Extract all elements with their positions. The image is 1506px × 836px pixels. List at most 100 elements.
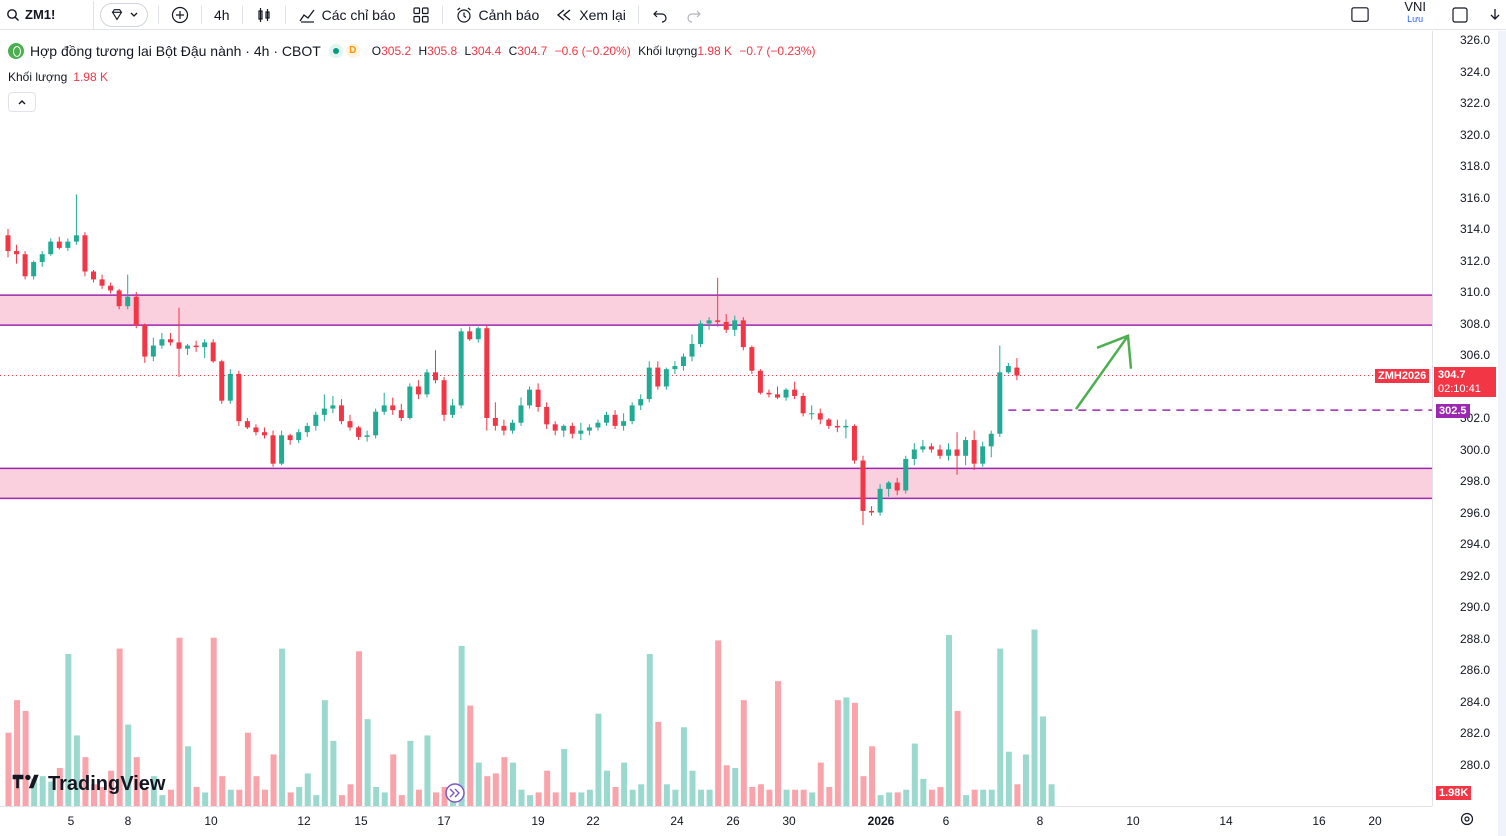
candle-body — [561, 425, 567, 431]
candle-body — [997, 372, 1003, 434]
volume-bar — [270, 754, 277, 806]
candle-body — [604, 414, 609, 423]
candle-body — [253, 427, 259, 433]
price-axis-label: 294.0 — [1459, 537, 1490, 551]
sr-zone-1 — [0, 468, 1432, 499]
volume-bar — [869, 746, 876, 806]
candle-body — [304, 425, 310, 433]
time-axis-label: 8 — [124, 814, 132, 828]
chart-legend: Hợp đồng tương lai Bột Đậu nành · 4h · C… — [8, 43, 819, 59]
redo-button[interactable] — [677, 2, 711, 28]
alarm-clock-icon — [456, 7, 471, 23]
time-axis[interactable]: 5 8 10 12 15 17 19 22 24 26 30 2026 6 8 10 14 16 20 — [0, 806, 1432, 836]
price-axis-label: 296.0 — [1459, 505, 1490, 520]
candle-body — [1014, 367, 1020, 376]
volume-bar — [595, 713, 602, 806]
volume-bar — [860, 776, 867, 806]
last-price-tag: 304.7 02:10:41 — [1434, 367, 1496, 397]
candle-body — [621, 421, 627, 426]
volume-bar — [578, 792, 585, 806]
candle-body — [202, 342, 208, 348]
price-axis-label: 316.0 — [1459, 190, 1490, 205]
candle-body — [1005, 366, 1011, 373]
volume-value: 1.98 K — [697, 44, 733, 58]
volume-bar — [946, 635, 952, 806]
trend-arrow-line — [1074, 335, 1130, 410]
volume-bar — [569, 792, 576, 806]
plan-badge[interactable] — [100, 2, 148, 27]
price-axis-label: 308.0 — [1459, 316, 1490, 331]
search-icon — [7, 8, 19, 21]
symbol-price-tag: ZMH2026 — [1375, 369, 1430, 383]
candle-body — [159, 339, 165, 346]
camera-icon[interactable] — [1486, 6, 1504, 24]
volume-bar — [954, 711, 961, 806]
symbol-search[interactable]: ZM1! — [0, 0, 94, 29]
volume-bar — [373, 787, 380, 806]
region-label: VNI — [1404, 0, 1426, 14]
volume-bar — [834, 700, 841, 806]
settings-gear-icon[interactable] — [1459, 811, 1475, 827]
fullscreen-icon[interactable] — [1350, 6, 1370, 24]
candle-body — [775, 394, 780, 398]
candle-body — [612, 414, 618, 426]
alerts-button[interactable]: Cảnh báo — [447, 2, 548, 28]
chart-type-button[interactable] — [247, 2, 281, 28]
volume-legend[interactable]: Khối lượng 1.98 K — [8, 70, 108, 84]
volume-bar — [381, 792, 388, 806]
region-selector[interactable]: VNI Lưu — [1404, 0, 1426, 25]
collapse-legend-button[interactable] — [8, 92, 36, 112]
layouts-button[interactable] — [404, 2, 438, 28]
candle-body — [433, 372, 438, 381]
volume-bar — [31, 778, 38, 806]
candle-body — [843, 425, 849, 428]
candle-body — [963, 440, 969, 456]
symbol-title[interactable]: Hợp đồng tương lai Bột Đậu nành · 4h · C… — [30, 43, 321, 59]
price-axis-label: 286.0 — [1459, 663, 1490, 677]
volume-bar — [937, 787, 944, 806]
compare-button[interactable] — [163, 2, 197, 28]
timeframe-button[interactable]: 4h — [214, 6, 230, 23]
time-axis-label: 16 — [1312, 814, 1326, 828]
delayed-badge[interactable]: D — [345, 44, 360, 58]
volume-bar — [552, 792, 559, 806]
price-chart[interactable] — [0, 31, 1432, 806]
volume-bar — [518, 789, 525, 806]
volume-bar — [749, 787, 756, 806]
divider — [441, 5, 443, 24]
price-axis-label: 310.0 — [1459, 285, 1490, 299]
candle-body — [193, 345, 199, 348]
price-axis-label: 280.0 — [1459, 757, 1490, 772]
candle-body — [629, 405, 635, 422]
market-open-icon[interactable] — [328, 44, 343, 58]
undo-button[interactable] — [643, 2, 677, 28]
volume-bar — [458, 645, 465, 806]
time-axis-label: 30 — [782, 814, 796, 828]
volume-bar — [99, 787, 106, 806]
candle-body — [509, 422, 515, 431]
alerts-label: Cảnh báo — [478, 6, 540, 23]
candle-body — [740, 320, 746, 348]
volume-bar — [244, 732, 251, 806]
volume-bar — [663, 784, 670, 806]
candle-body — [364, 435, 370, 437]
replay-button[interactable]: Xem lại — [547, 2, 634, 28]
diamond-icon — [111, 8, 123, 20]
top-toolbar: ZM1! 4h Các chỉ báo Cảnh báo Xem lại VNI… — [0, 0, 1506, 30]
volume-bar — [963, 795, 970, 806]
candle-body — [82, 235, 88, 272]
volume-bar — [313, 795, 320, 806]
price-axis[interactable]: 326.0 324.0 322.0 320.0 318.0 316.0 314.0 312.0… — [1432, 31, 1498, 806]
volume-bar — [219, 776, 226, 806]
volume-legend-value: 1.98 K — [73, 70, 108, 84]
candle-body — [398, 410, 404, 418]
volume-bar — [509, 762, 516, 806]
candle-body — [834, 425, 840, 428]
tradingview-logo[interactable]: TradingView — [10, 772, 165, 796]
minimize-icon[interactable] — [1452, 7, 1468, 23]
indicators-button[interactable]: Các chỉ báo — [290, 2, 404, 28]
volume-bar — [202, 792, 209, 806]
volume-bar — [116, 648, 123, 806]
volume-bar — [501, 757, 508, 806]
volume-bar — [800, 789, 807, 806]
